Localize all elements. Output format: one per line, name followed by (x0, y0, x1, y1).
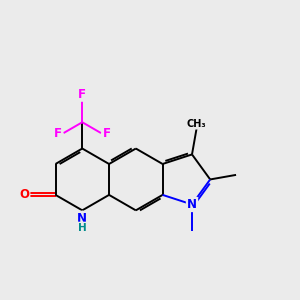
Text: O: O (19, 188, 29, 201)
Text: N: N (187, 198, 197, 211)
Text: F: F (103, 127, 110, 140)
Text: F: F (78, 88, 86, 100)
Text: F: F (54, 127, 62, 140)
Text: N: N (77, 212, 87, 225)
Text: CH₃: CH₃ (187, 118, 206, 129)
Text: H: H (78, 223, 87, 233)
